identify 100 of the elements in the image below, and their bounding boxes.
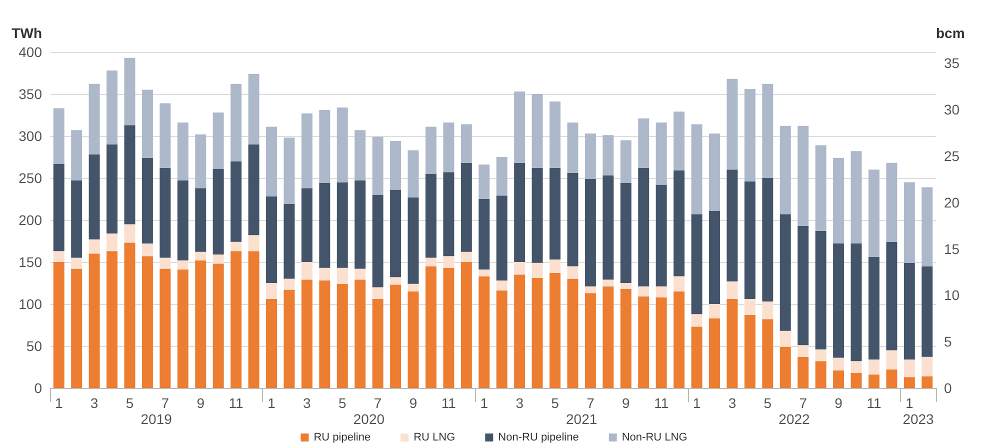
bar — [709, 304, 720, 318]
bar — [266, 283, 277, 299]
bar — [336, 268, 348, 284]
x-tick-label: 5 — [126, 395, 134, 411]
bar — [160, 268, 171, 388]
bar — [922, 187, 933, 266]
bar — [922, 376, 933, 388]
bar — [88, 239, 100, 254]
bar — [301, 188, 312, 262]
bar — [177, 260, 188, 270]
bar — [284, 278, 295, 290]
bar — [922, 266, 933, 357]
y-tick-label: 0 — [34, 380, 42, 396]
bar — [620, 140, 632, 184]
bar — [230, 251, 242, 388]
y2-tick-label: 20 — [944, 194, 960, 210]
bar — [319, 268, 330, 280]
y2-tick-label: 25 — [944, 148, 960, 164]
y2-tick-label: 35 — [944, 55, 960, 72]
bar — [780, 126, 791, 214]
bar — [886, 370, 898, 388]
bar — [336, 182, 348, 268]
bar — [160, 258, 171, 269]
bar — [514, 162, 526, 262]
bar — [922, 356, 933, 376]
bar — [674, 112, 685, 170]
bar — [212, 254, 224, 264]
bar — [71, 180, 82, 258]
bar — [904, 359, 915, 378]
bar — [106, 70, 118, 144]
bar — [212, 112, 224, 169]
bar — [390, 141, 402, 190]
y-tick-label: 50 — [26, 338, 42, 354]
x-tick-label: 9 — [196, 395, 205, 411]
bar — [71, 268, 82, 388]
bar — [390, 277, 402, 285]
bar — [638, 118, 650, 168]
bar — [904, 182, 915, 263]
bar — [567, 266, 578, 279]
y-tick-label: 150 — [18, 254, 42, 270]
bar — [124, 125, 136, 224]
bar — [160, 103, 171, 168]
x-tick-label: 5 — [764, 395, 772, 411]
bar — [656, 184, 667, 286]
text: 2020 — [353, 411, 385, 427]
bar — [460, 252, 472, 262]
bar — [798, 345, 809, 357]
bar — [886, 162, 898, 242]
bar — [248, 74, 260, 144]
bar — [868, 256, 880, 360]
bar — [726, 170, 738, 282]
x-tick-label: 3 — [728, 395, 736, 411]
bar — [514, 91, 526, 163]
legend-label: RU LNG — [414, 432, 456, 444]
bar — [833, 358, 844, 370]
x-tick-label: 1 — [268, 395, 276, 411]
x-tick-label: 9 — [834, 395, 843, 411]
bar — [833, 244, 844, 358]
bar — [390, 284, 402, 388]
bar — [53, 251, 64, 262]
x-tick-label: 1 — [906, 395, 914, 411]
bar — [354, 268, 366, 280]
y2-tick-label: 5 — [944, 334, 952, 350]
x-tick-label: 1 — [480, 395, 488, 411]
bar — [744, 298, 756, 315]
bar — [284, 204, 295, 279]
bar — [53, 108, 64, 164]
bar — [691, 214, 702, 314]
y-axis-title: TWh — [12, 25, 42, 41]
bar — [656, 122, 667, 185]
bar — [408, 150, 419, 198]
bar — [284, 290, 295, 388]
bar — [266, 196, 277, 283]
bar — [496, 196, 508, 280]
bar — [460, 162, 472, 252]
bar — [744, 88, 756, 182]
bar — [71, 258, 82, 269]
bar — [532, 278, 543, 388]
legend-label: Non-RU LNG — [622, 432, 688, 444]
bar — [248, 251, 260, 388]
bar — [319, 183, 330, 268]
bar — [301, 280, 312, 388]
bar — [868, 170, 880, 257]
bar — [762, 84, 774, 178]
bar — [815, 145, 826, 231]
bar — [71, 130, 82, 181]
bar — [620, 288, 632, 388]
bar — [177, 270, 188, 388]
bar — [886, 350, 898, 370]
bar — [195, 252, 206, 260]
bar — [709, 133, 720, 211]
x-tick-label: 9 — [409, 395, 418, 411]
bar — [106, 144, 118, 234]
x-tick-label: 7 — [799, 395, 808, 411]
bar — [798, 226, 809, 346]
bar — [177, 122, 188, 181]
x-tick-label: 11 — [228, 395, 244, 411]
bar — [602, 135, 614, 176]
bar — [709, 210, 720, 304]
bar — [478, 276, 490, 388]
